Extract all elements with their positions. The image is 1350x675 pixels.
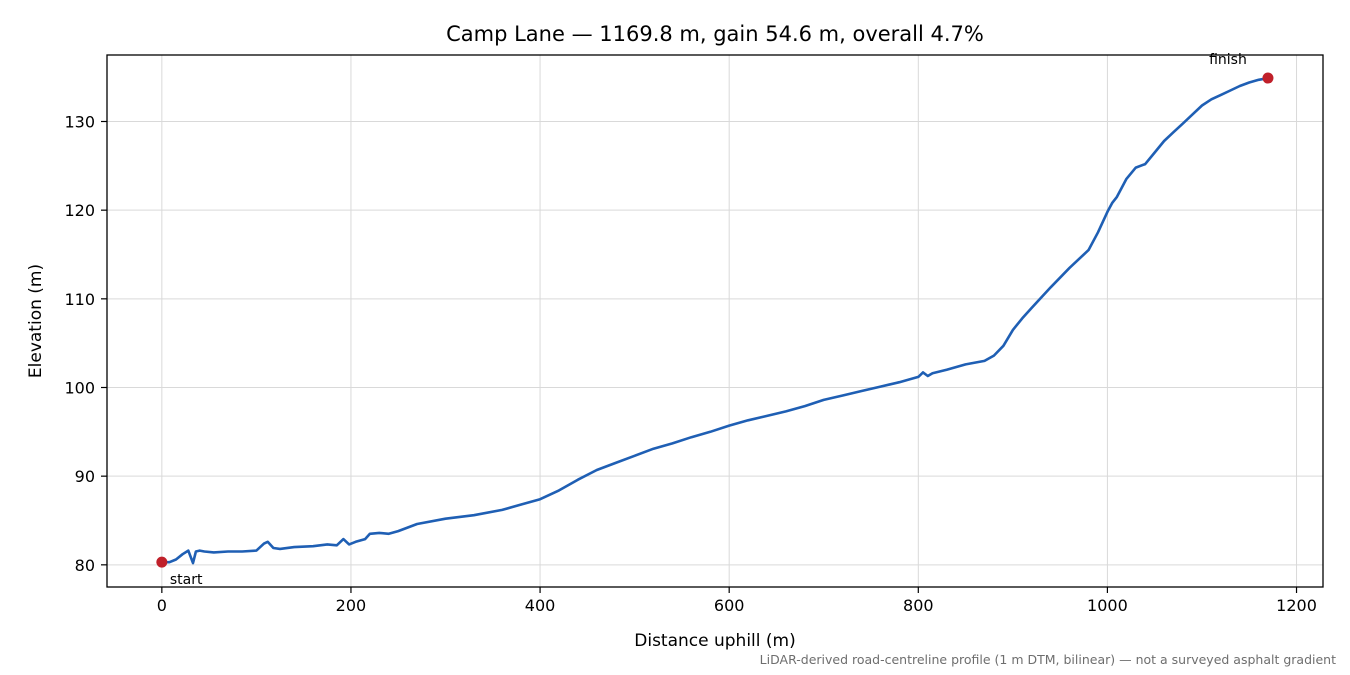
y-axis-ticks: 80 90 100 110 120 130 bbox=[64, 113, 107, 575]
x-axis-ticks: 0 200 400 600 800 1000 1200 bbox=[157, 587, 1317, 615]
series-line-elevation bbox=[160, 76, 1270, 565]
x-tick-label: 200 bbox=[336, 596, 367, 615]
x-tick-label: 1200 bbox=[1276, 596, 1317, 615]
y-tick-label: 90 bbox=[75, 467, 95, 486]
x-tick-label: 0 bbox=[157, 596, 167, 615]
footnote: LiDAR-derived road-centreline profile (1… bbox=[760, 652, 1336, 667]
y-tick-label: 110 bbox=[64, 290, 95, 309]
annotation-start: start bbox=[170, 572, 203, 588]
x-tick-label: 800 bbox=[903, 596, 934, 615]
x-tick-label: 1000 bbox=[1087, 596, 1128, 615]
annotation-finish: finish bbox=[1209, 52, 1247, 68]
x-tick-label: 600 bbox=[714, 596, 745, 615]
start-marker bbox=[156, 556, 168, 568]
y-tick-label: 120 bbox=[64, 201, 95, 220]
finish-marker bbox=[1262, 72, 1274, 84]
y-tick-label: 130 bbox=[64, 113, 95, 132]
chart-title: Camp Lane — 1169.8 m, gain 54.6 m, overa… bbox=[446, 22, 984, 46]
grid bbox=[107, 55, 1323, 587]
y-tick-label: 80 bbox=[75, 556, 95, 575]
x-tick-label: 400 bbox=[525, 596, 556, 615]
x-axis-label: Distance uphill (m) bbox=[634, 631, 795, 651]
y-tick-label: 100 bbox=[64, 379, 95, 398]
y-axis-label: Elevation (m) bbox=[26, 264, 46, 378]
plot-frame bbox=[106, 54, 1324, 588]
